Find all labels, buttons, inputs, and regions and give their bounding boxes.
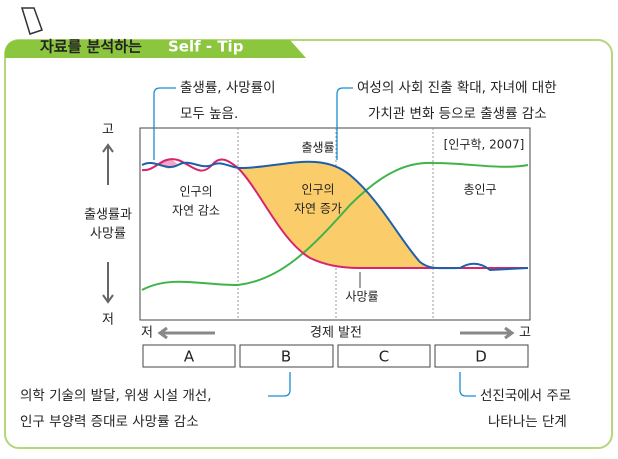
birth-curve [141, 160, 529, 272]
annotation: 가치관 변화 등으로 출생률 감소 [368, 106, 547, 122]
x-low: 저 [141, 326, 153, 341]
population-curve [141, 161, 529, 291]
annotation: 모두 높음. [180, 106, 238, 122]
y-high: 고 [102, 123, 114, 138]
increase-label: 자연 증가 [294, 202, 342, 216]
increase-area [238, 161, 460, 269]
x-label: 경제 발전 [310, 326, 362, 341]
death-label: 사망률 [345, 290, 378, 304]
icon [20, 7, 43, 35]
annotation: 출생률, 사망률이 [180, 80, 276, 96]
header-tag: Self - Tip [168, 38, 244, 56]
birth-label: 출생률 [301, 141, 334, 155]
header-tab [5, 40, 306, 58]
y-label: 사망률 [90, 227, 126, 242]
arrow-left [157, 326, 215, 340]
stage: D [475, 348, 487, 366]
arrow-down [102, 262, 114, 304]
decrease-label: 인구의 [179, 185, 212, 199]
stage: C [379, 348, 389, 366]
annotation: 여성의 사회 진출 확대, 자녀에 대한 [357, 80, 557, 96]
source: [인구학, 2007] [444, 138, 525, 152]
y-low: 저 [102, 313, 114, 328]
annotation: 나타나는 단계 [488, 414, 567, 430]
x-high: 고 [519, 326, 531, 341]
arrow-right [460, 326, 515, 340]
annotation: 의학 기술의 발달, 위생 시설 개선, [20, 388, 212, 404]
annotation: 선진국에서 주로 [480, 388, 571, 404]
annotation: 인구 부양력 증대로 사망률 감소 [20, 414, 199, 430]
population-label: 총인구 [463, 183, 496, 197]
stage: A [184, 348, 195, 366]
increase-label: 인구의 [301, 183, 334, 197]
arrow-up [102, 143, 114, 185]
header-title: 자료를 분석하는 [40, 38, 142, 56]
stage-boxes [142, 344, 529, 368]
stage: B [281, 348, 291, 366]
y-label: 출생률과 [84, 208, 132, 223]
death-curve [141, 158, 528, 269]
callout-lines [153, 87, 476, 397]
decrease-label: 자연 감소 [172, 204, 220, 218]
